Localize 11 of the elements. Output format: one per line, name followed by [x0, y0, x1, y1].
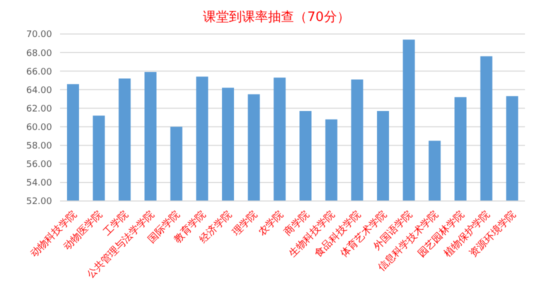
- y-tick-label: 70.00: [26, 30, 52, 40]
- y-tick-label: 56.00: [26, 160, 52, 170]
- y-tick-label: 64.00: [26, 86, 52, 96]
- y-tick-label: 60.00: [26, 122, 52, 133]
- y-tick-label: 68.00: [26, 48, 52, 59]
- y-tick-label: 58.00: [26, 142, 52, 152]
- y-tick-label: 66.00: [26, 67, 52, 78]
- chart-title: 课堂到课率抽查（70分）: [202, 9, 351, 27]
- y-tick-label: 52.00: [26, 197, 52, 208]
- y-tick-label: 54.00: [26, 178, 52, 189]
- y-tick-label: 62.00: [26, 104, 52, 114]
